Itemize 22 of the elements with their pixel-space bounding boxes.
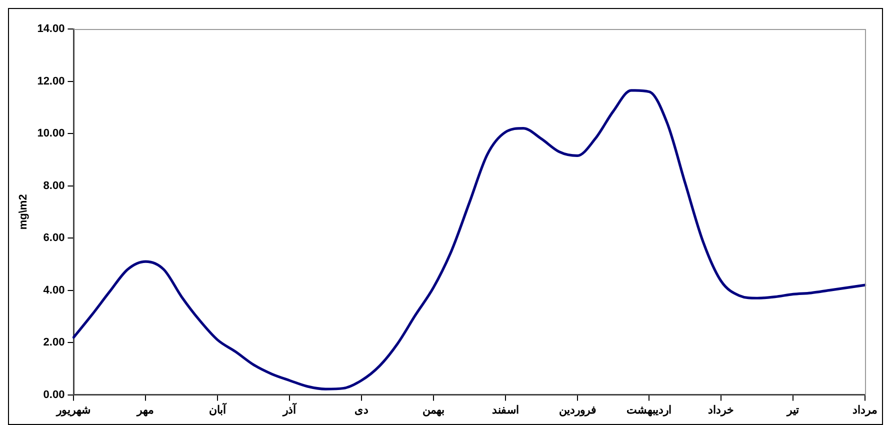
- x-tick-label: اردیبهشت: [626, 404, 672, 416]
- y-tick-label: 12.00: [37, 75, 65, 88]
- y-tick-label: 6.00: [43, 232, 65, 244]
- x-tick-label: تیر: [786, 404, 800, 416]
- y-tick-label: 0.00: [43, 388, 65, 401]
- line-series: [72, 89, 866, 390]
- y-tick-label: 14.00: [37, 23, 65, 36]
- x-tick-label: آبان: [209, 402, 228, 416]
- x-tick-label: دی: [354, 404, 368, 416]
- x-tick-label: بهمن: [422, 404, 444, 416]
- y-tick-label: 2.00: [43, 336, 65, 349]
- y-tick-label: 8.00: [43, 180, 65, 192]
- x-tick-label: مرداد: [852, 404, 878, 416]
- x-tick-label: شهریور: [56, 404, 91, 416]
- x-tick-label: آذر: [282, 402, 298, 416]
- y-tick-label: 4.00: [43, 284, 65, 296]
- x-tick-label: اسفند: [492, 404, 519, 416]
- x-tick-label: فروردین: [558, 404, 596, 416]
- x-tick-label: مهر: [136, 404, 154, 416]
- x-tick-label: خرداد: [708, 404, 734, 416]
- y-axis-title: mg\m2: [18, 194, 30, 230]
- y-tick-label: 10.00: [37, 128, 65, 140]
